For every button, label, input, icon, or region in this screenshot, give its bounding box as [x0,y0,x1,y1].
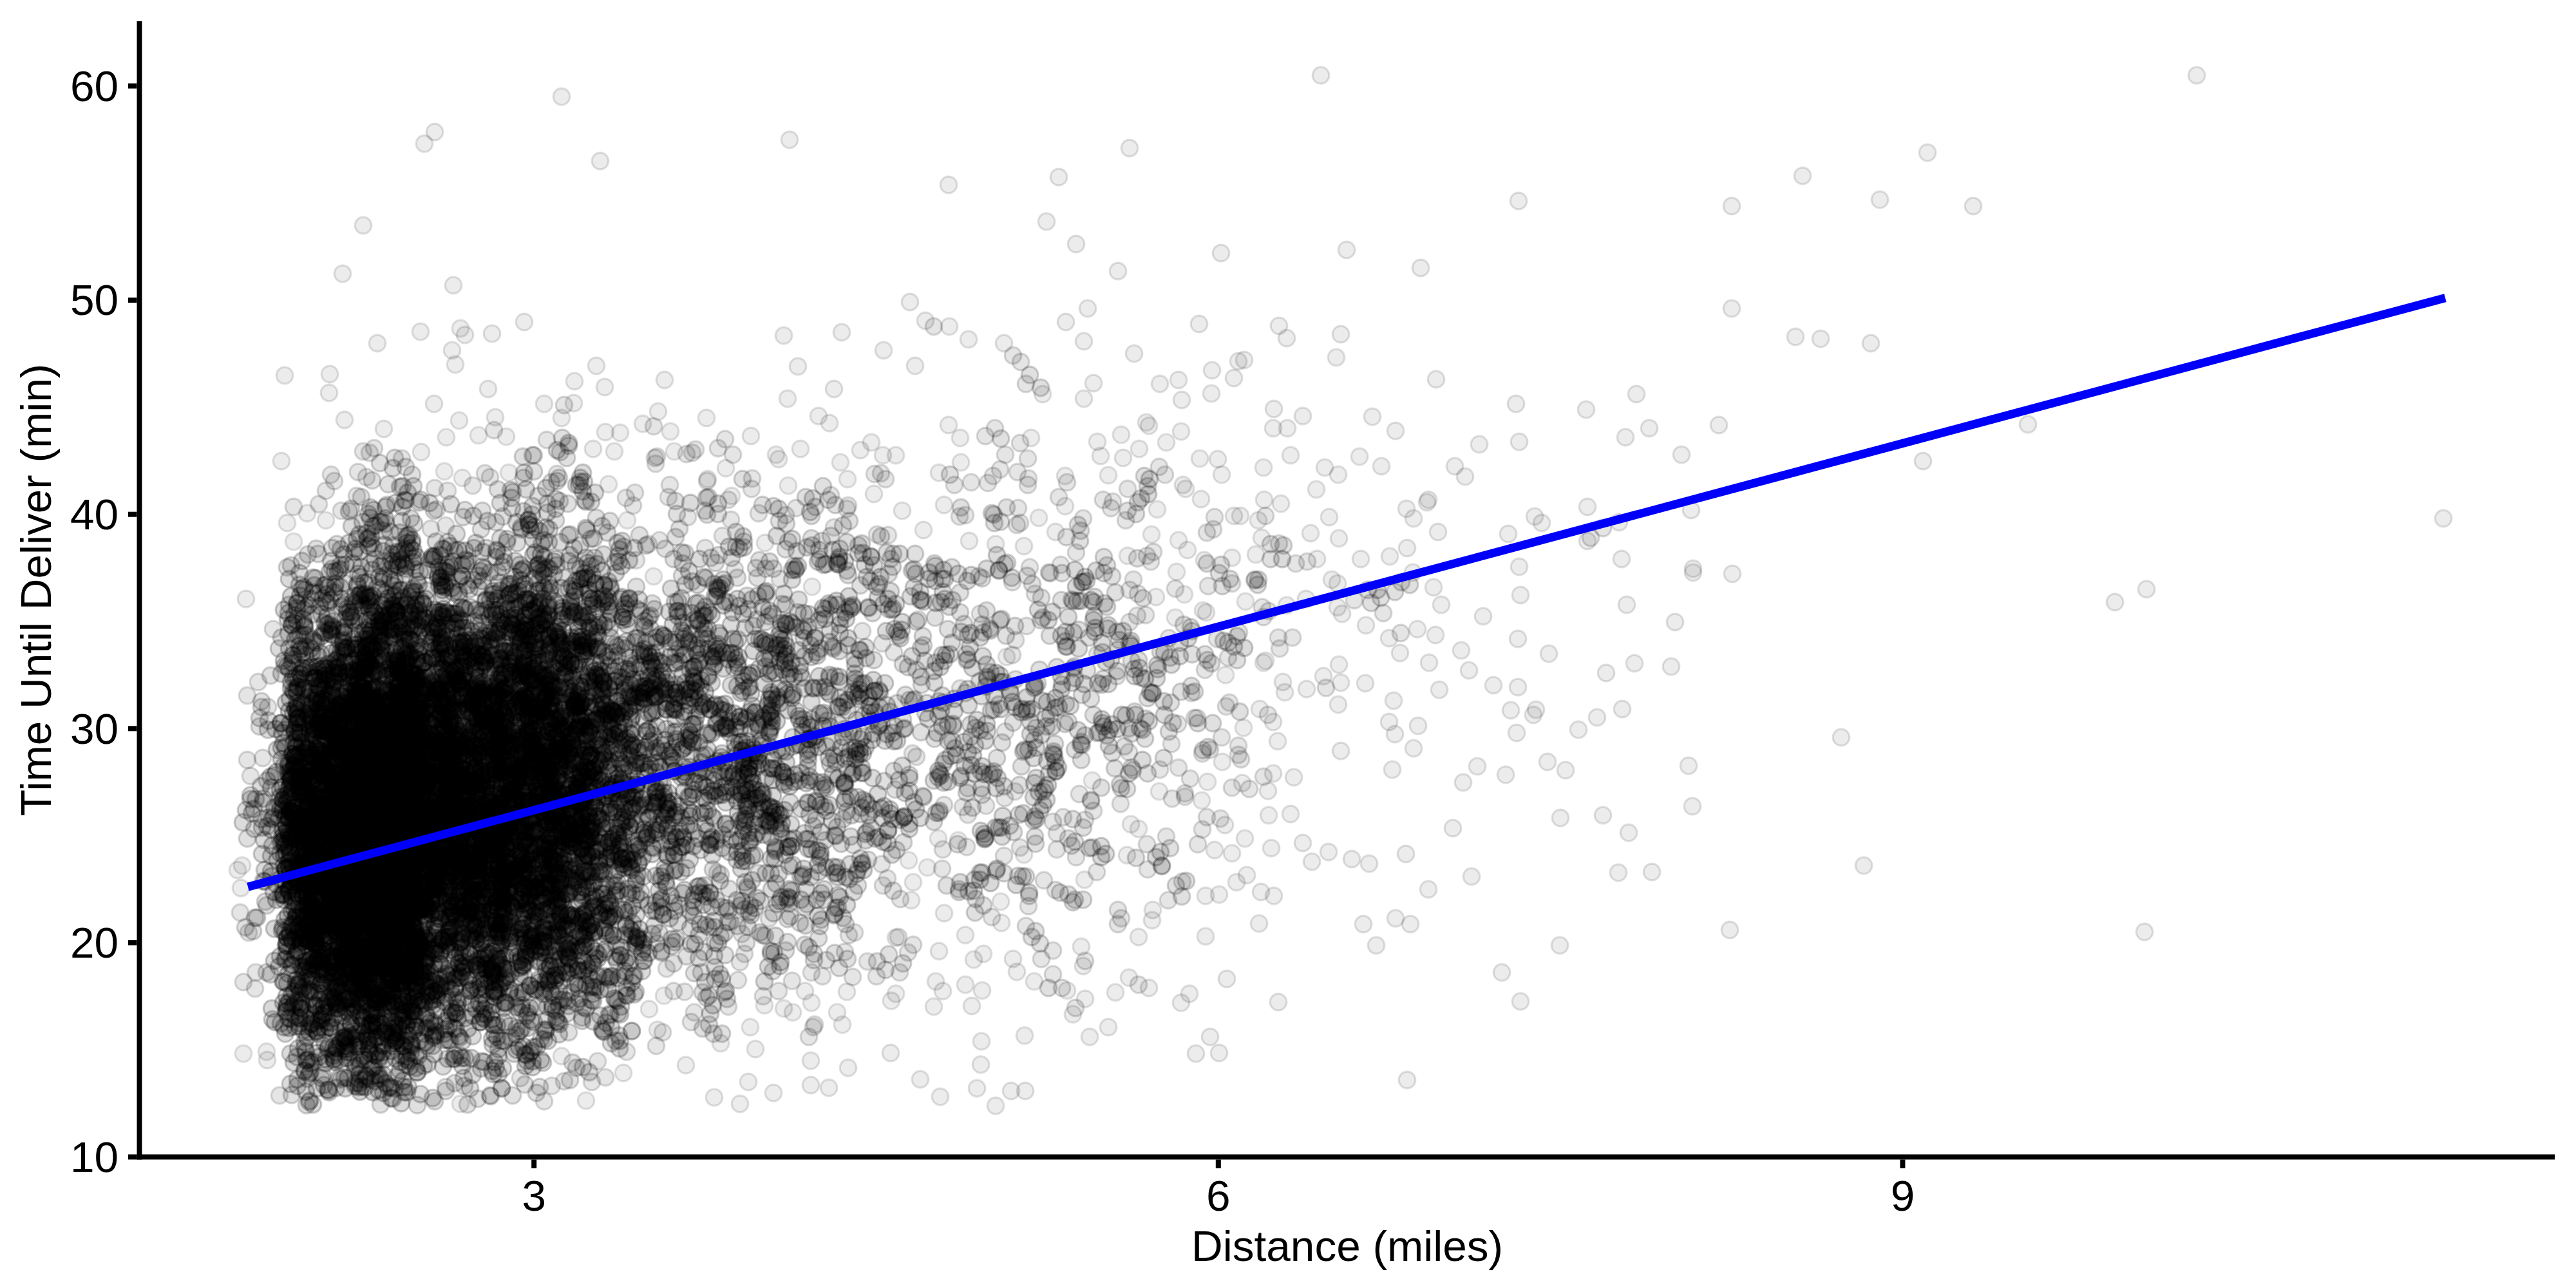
svg-text:10: 10 [70,1133,118,1181]
svg-text:9: 9 [1891,1171,1915,1220]
svg-text:Time Until Deliver (min): Time Until Deliver (min) [12,364,60,817]
svg-text:Distance (miles): Distance (miles) [1191,1222,1503,1270]
svg-text:6: 6 [1206,1171,1231,1220]
svg-text:20: 20 [70,918,118,967]
svg-text:60: 60 [70,62,118,110]
svg-text:40: 40 [70,490,118,538]
svg-text:30: 30 [70,705,118,753]
svg-text:50: 50 [70,276,118,324]
svg-text:3: 3 [522,1171,546,1220]
